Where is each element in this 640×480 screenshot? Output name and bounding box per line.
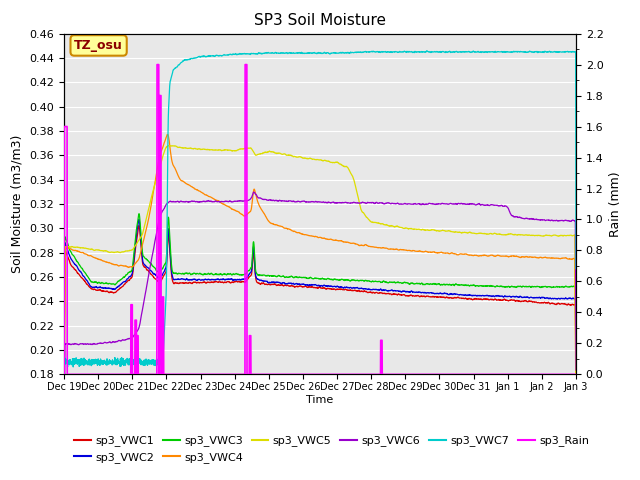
Legend: sp3_VWC1, sp3_VWC2, sp3_VWC3, sp3_VWC4, sp3_VWC5, sp3_VWC6, sp3_VWC7, sp3_Rain: sp3_VWC1, sp3_VWC2, sp3_VWC3, sp3_VWC4, … (70, 431, 594, 468)
Y-axis label: Rain (mm): Rain (mm) (609, 171, 622, 237)
Text: TZ_osu: TZ_osu (74, 39, 123, 52)
Title: SP3 Soil Moisture: SP3 Soil Moisture (254, 13, 386, 28)
Y-axis label: Soil Moisture (m3/m3): Soil Moisture (m3/m3) (11, 135, 24, 273)
X-axis label: Time: Time (307, 395, 333, 405)
